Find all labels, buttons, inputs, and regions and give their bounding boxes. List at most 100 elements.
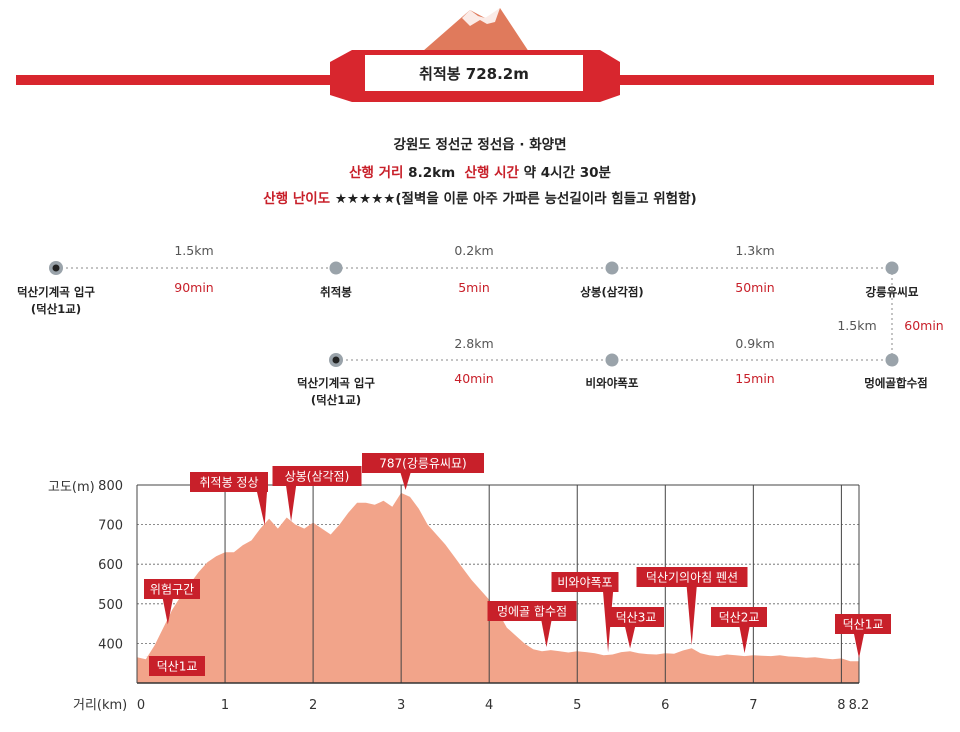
page-title: 취적봉 728.2m xyxy=(419,64,529,83)
segment-4-distance: 2.8km xyxy=(454,336,494,351)
annotation-pointer xyxy=(541,621,552,648)
annotation-box xyxy=(608,607,664,627)
segment-vertical-distance: 1.5km xyxy=(837,318,877,333)
y-tick-label: 500 xyxy=(98,598,123,613)
x-tick-label: 5 xyxy=(573,698,581,713)
x-tick-label: 1 xyxy=(221,698,229,713)
route-dot-meonge xyxy=(885,353,899,367)
annotation-box xyxy=(487,601,577,621)
route-label-end-sub: (덕산1교) xyxy=(310,393,362,407)
annotation-label: 덕산3교 xyxy=(616,611,657,625)
x-tick-label: 7 xyxy=(749,698,757,713)
route-dot-gangneung xyxy=(885,261,899,275)
route-label-gangneung: 강릉유씨묘 xyxy=(865,285,919,299)
x-tick-label: 8.2 xyxy=(849,698,870,713)
annotation-pointer xyxy=(739,627,750,654)
route-label-start-sub: (덕산1교) xyxy=(30,302,82,316)
route-end-dot-inner xyxy=(332,356,340,364)
annotation-pointer xyxy=(854,634,864,659)
segment-5-time: 15min xyxy=(735,371,775,386)
y-tick-label: 800 xyxy=(98,479,123,494)
annotation-box xyxy=(144,579,200,599)
annotation-box xyxy=(362,453,484,473)
annotation-layer: 덕산1교 위험구간 취적봉 정상 상봉(삼각점) 787(강릉유씨묘) 멍에골 합수점 비와… xyxy=(144,453,891,676)
segment-5-distance: 0.9km xyxy=(735,336,775,351)
annotation-label: 비와야폭포 xyxy=(557,576,612,590)
elevation-annotation: 787(강릉유씨묘) xyxy=(362,453,484,490)
segment-4-time: 40min xyxy=(454,371,494,386)
annotation-pointer xyxy=(400,473,411,490)
elevation-annotation: 덕산1교 xyxy=(835,614,891,659)
annotation-pointer xyxy=(286,486,297,522)
route-label-start: 덕산기계곡 입구 (덕산1교) xyxy=(0,284,116,318)
route-label-chwijeokbong: 취적봉 xyxy=(320,285,352,299)
annotation-box xyxy=(190,472,268,492)
route-label-start-name: 덕산기계곡 입구 xyxy=(16,285,96,299)
mountain-icon xyxy=(415,8,533,58)
elevation-annotation: 위험구간 xyxy=(144,579,200,625)
segment-vertical-time: 60min xyxy=(904,318,944,333)
elevation-annotation: 덕산기의아침 펜션 xyxy=(636,567,748,646)
route-dot-chwijeokbong xyxy=(329,261,343,275)
difficulty-label: 산행 난이도 xyxy=(263,191,331,207)
annotation-box xyxy=(149,656,205,676)
annotation-box xyxy=(551,572,619,592)
segment-3-distance: 1.3km xyxy=(735,243,775,258)
elevation-annotation: 덕산2교 xyxy=(711,607,767,654)
y-axis-label: 고도(m) xyxy=(48,480,95,495)
segment-1-distance: 1.5km xyxy=(174,243,214,258)
annotation-pointer xyxy=(162,599,173,625)
elevation-annotation: 상봉(삼각점) xyxy=(272,466,362,522)
route-label-meonge: 멍에골합수점 xyxy=(864,376,928,390)
x-tick-label: 0 xyxy=(137,698,145,713)
route-label-end: 덕산기계곡 입구 (덕산1교) xyxy=(276,375,396,409)
banner-bar-right xyxy=(602,75,934,85)
route-start-dot-inner xyxy=(52,264,60,272)
difficulty-line: 산행 난이도 ★★★★★(절벽을 이룬 아주 가파른 능선길이라 힘들고 위험함… xyxy=(0,187,960,207)
title-banner xyxy=(16,8,934,102)
x-tick-label: 2 xyxy=(309,698,317,713)
annotation-pointer xyxy=(625,627,636,649)
annotation-label: 상봉(삼각점) xyxy=(285,470,350,484)
distance-value: 8.2km xyxy=(408,165,456,181)
annotation-label: 덕산2교 xyxy=(719,611,760,625)
x-axis-label: 거리(km) xyxy=(73,698,127,713)
snowcap-icon xyxy=(462,8,500,26)
y-tick-label: 400 xyxy=(98,637,123,652)
annotation-box xyxy=(835,614,891,634)
segment-2-time: 5min xyxy=(458,280,490,295)
tick-layer: 800 700 600 500 400 0 1 2 3 4 5 6 7 8 8.2 xyxy=(98,479,869,713)
annotation-label: 덕산기의아침 펜션 xyxy=(646,571,738,585)
route-dot-biwaya xyxy=(605,353,619,367)
annotation-label: 위험구간 xyxy=(150,583,194,597)
annotation-box xyxy=(636,567,748,587)
annotation-label: 취적봉 정상 xyxy=(199,476,258,490)
elevation-chart: 800 700 600 500 400 0 1 2 3 4 5 6 7 8 8.2 덕산1교 위험구간 취적봉 … xyxy=(48,453,891,713)
annotation-label: 787(강릉유씨묘) xyxy=(379,457,466,471)
route-dot-sangbong xyxy=(605,261,619,275)
route-label-end-name: 덕산기계곡 입구 xyxy=(296,376,376,390)
elevation-area xyxy=(137,492,859,683)
annotation-label: 덕산1교 xyxy=(843,618,884,632)
location-text: 강원도 정선군 정선읍 · 화양면 xyxy=(393,137,567,153)
elevation-annotation: 취적봉 정상 xyxy=(190,472,268,526)
x-tick-label: 4 xyxy=(485,698,493,713)
route-label-biwaya: 비와야폭포 xyxy=(585,376,639,390)
annotation-label: 덕산1교 xyxy=(157,660,198,674)
annotation-box xyxy=(272,466,362,486)
time-label: 산행 시간 xyxy=(464,165,519,181)
location-line: 강원도 정선군 정선읍 · 화양면 xyxy=(0,133,960,153)
annotation-box xyxy=(711,607,767,627)
segment-3-time: 50min xyxy=(735,280,775,295)
x-tick-label: 6 xyxy=(661,698,669,713)
segment-2-distance: 0.2km xyxy=(454,243,494,258)
y-tick-label: 700 xyxy=(98,519,123,534)
route-diagram xyxy=(49,261,899,367)
distance-time-line: 산행 거리 8.2km 산행 시간 약 4시간 30분 xyxy=(0,161,960,181)
time-value: 약 4시간 30분 xyxy=(523,165,611,181)
x-tick-label: 3 xyxy=(397,698,405,713)
annotation-pointer xyxy=(257,492,267,526)
route-label-sangbong: 상봉(삼각점) xyxy=(580,285,644,299)
annotation-pointer xyxy=(686,587,697,646)
elevation-annotation: 덕산1교 xyxy=(144,656,205,676)
